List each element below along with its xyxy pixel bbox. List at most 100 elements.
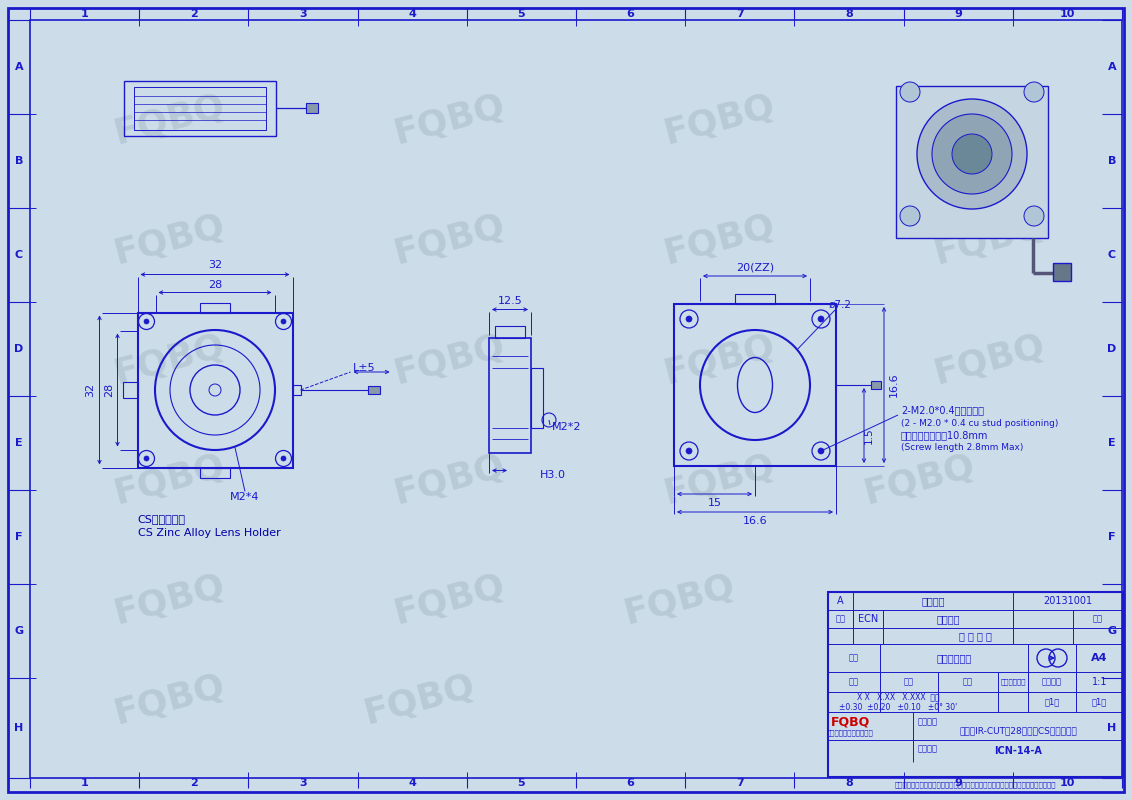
Circle shape: [932, 114, 1012, 194]
Text: FQBQ: FQBQ: [111, 569, 230, 631]
Bar: [137, 313, 292, 467]
Text: E: E: [1108, 438, 1116, 448]
Circle shape: [686, 448, 692, 454]
Text: 7: 7: [736, 778, 744, 788]
Text: CS合金镜头座: CS合金镜头座: [137, 514, 186, 525]
Text: (Screw length 2.8mm Max): (Screw length 2.8mm Max): [901, 442, 1023, 451]
Text: 9: 9: [954, 778, 962, 788]
Text: C: C: [1108, 250, 1116, 260]
Bar: [134, 86, 266, 130]
Text: C: C: [15, 250, 23, 260]
Bar: [368, 386, 379, 394]
Text: 八1页: 八1页: [1045, 698, 1060, 706]
Text: ECN: ECN: [858, 614, 878, 624]
Text: 28: 28: [208, 279, 222, 290]
Text: H: H: [15, 723, 24, 733]
Text: FQBQ: FQBQ: [931, 329, 1049, 391]
Text: FQBQ: FQBQ: [391, 329, 509, 391]
Text: FQBQ: FQBQ: [931, 209, 1049, 271]
Text: 初次发行: 初次发行: [921, 596, 945, 606]
Text: F: F: [15, 532, 23, 542]
Text: A: A: [838, 596, 843, 606]
Circle shape: [144, 456, 149, 461]
Text: G: G: [15, 626, 24, 636]
Text: F: F: [1108, 532, 1116, 542]
Text: 32: 32: [86, 383, 95, 397]
Text: 32: 32: [208, 261, 222, 270]
Bar: [1053, 263, 1071, 281]
Text: 批准: 批准: [963, 678, 974, 686]
Text: A: A: [1108, 62, 1116, 72]
Bar: [735, 294, 775, 304]
Text: L±5: L±5: [353, 363, 376, 373]
Text: B: B: [15, 156, 23, 166]
Text: FQBQ: FQBQ: [391, 209, 509, 271]
Text: 2: 2: [190, 9, 198, 19]
Text: FQBQ: FQBQ: [860, 449, 979, 511]
Text: 6: 6: [627, 778, 635, 788]
Text: FQBQ: FQBQ: [661, 449, 779, 511]
Text: 更 改 记 录: 更 改 记 录: [959, 631, 992, 641]
Text: 2-M2.0*0.4铜螺柱定位: 2-M2.0*0.4铜螺柱定位: [901, 405, 984, 415]
Text: 图纸编号: 图纸编号: [918, 744, 938, 753]
Text: A: A: [15, 62, 24, 72]
Text: 4: 4: [409, 9, 417, 19]
Text: ±0.30  ±0.20   ±0.10   ±0° 30': ±0.30 ±0.20 ±0.10 ±0° 30': [839, 702, 958, 711]
Text: A4: A4: [1091, 653, 1108, 663]
Text: 日期: 日期: [1094, 614, 1103, 623]
Text: FQBQ: FQBQ: [391, 449, 509, 511]
Text: G: G: [1107, 626, 1116, 636]
Text: 6: 6: [627, 9, 635, 19]
Circle shape: [144, 319, 149, 324]
Circle shape: [900, 206, 920, 226]
Text: 5: 5: [517, 9, 525, 19]
Bar: [827, 592, 1123, 777]
Text: X X   X.XX   X.XXX  角度: X X X.XX X.XXX 角度: [857, 693, 940, 702]
Bar: [897, 86, 1048, 238]
Circle shape: [281, 456, 286, 461]
Circle shape: [686, 316, 692, 322]
Text: FQBQ: FQBQ: [111, 209, 230, 271]
Bar: [495, 326, 525, 338]
Circle shape: [900, 82, 920, 102]
Text: 审核: 审核: [904, 678, 914, 686]
Circle shape: [1024, 206, 1044, 226]
Text: 9: 9: [954, 9, 962, 19]
Text: 惠州市寒达电子有限公司: 惠州市寒达电子有限公司: [826, 730, 874, 736]
Text: FQBQ: FQBQ: [391, 569, 509, 631]
Bar: [306, 103, 318, 113]
Text: 8: 8: [846, 778, 852, 788]
Text: 16.6: 16.6: [743, 516, 767, 526]
Text: 20131001: 20131001: [1044, 596, 1092, 606]
Text: D: D: [1107, 344, 1116, 354]
Bar: [489, 338, 531, 453]
Text: 20(ZZ): 20(ZZ): [736, 262, 774, 272]
Text: 材料: 材料: [849, 654, 859, 662]
Text: 图纸名称: 图纸名称: [918, 717, 938, 726]
Text: 3: 3: [299, 9, 307, 19]
Text: E: E: [15, 438, 23, 448]
Text: FQBQ: FQBQ: [661, 89, 779, 151]
Text: 28: 28: [104, 383, 114, 397]
Text: CS Zinc Alloy Lens Holder: CS Zinc Alloy Lens Holder: [137, 529, 281, 538]
Text: 10: 10: [1060, 9, 1075, 19]
Circle shape: [818, 316, 824, 322]
Text: FQBQ: FQBQ: [661, 209, 779, 271]
Text: 10: 10: [1060, 778, 1075, 788]
Text: ø7.2: ø7.2: [829, 300, 851, 310]
Text: 设计: 设计: [849, 678, 859, 686]
Text: 5: 5: [517, 778, 525, 788]
Text: 版本: 版本: [835, 614, 846, 623]
Text: M2*4: M2*4: [230, 493, 259, 502]
Bar: [531, 367, 543, 427]
Bar: [871, 381, 881, 389]
Text: H3.0: H3.0: [540, 470, 566, 479]
Text: 7: 7: [736, 9, 744, 19]
Text: 2: 2: [190, 778, 198, 788]
Text: FQBQ: FQBQ: [111, 89, 230, 151]
Text: 1.5: 1.5: [864, 427, 874, 444]
Text: FQBQ: FQBQ: [361, 669, 479, 731]
Text: 4: 4: [409, 778, 417, 788]
Text: FQBQ: FQBQ: [620, 569, 739, 631]
Text: FQBQ: FQBQ: [111, 329, 230, 391]
